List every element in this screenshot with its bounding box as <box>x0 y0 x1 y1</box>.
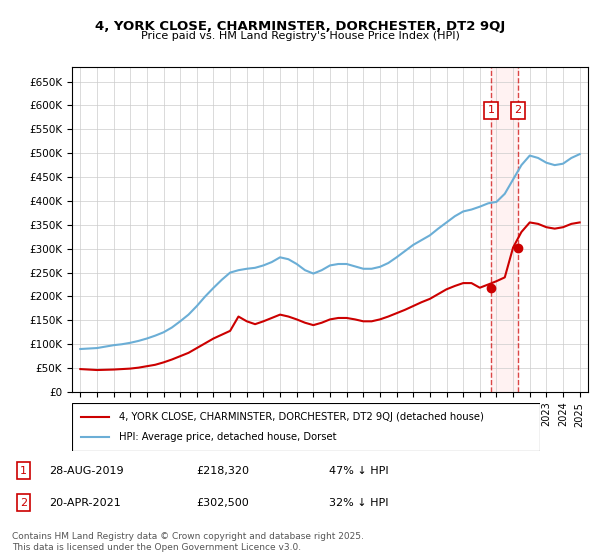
Text: 1: 1 <box>20 465 27 475</box>
Text: 4, YORK CLOSE, CHARMINSTER, DORCHESTER, DT2 9QJ (detached house): 4, YORK CLOSE, CHARMINSTER, DORCHESTER, … <box>119 412 484 422</box>
Text: 2: 2 <box>515 105 521 115</box>
Bar <box>491 67 518 392</box>
Text: 1: 1 <box>487 105 494 115</box>
FancyBboxPatch shape <box>72 403 540 451</box>
Text: 20-APR-2021: 20-APR-2021 <box>49 498 121 508</box>
Text: 28-AUG-2019: 28-AUG-2019 <box>49 465 124 475</box>
Text: £218,320: £218,320 <box>196 465 250 475</box>
Text: 2: 2 <box>20 498 27 508</box>
Text: 47% ↓ HPI: 47% ↓ HPI <box>329 465 388 475</box>
Text: £302,500: £302,500 <box>196 498 249 508</box>
Text: HPI: Average price, detached house, Dorset: HPI: Average price, detached house, Dors… <box>119 432 337 442</box>
Text: Price paid vs. HM Land Registry's House Price Index (HPI): Price paid vs. HM Land Registry's House … <box>140 31 460 41</box>
Text: 4, YORK CLOSE, CHARMINSTER, DORCHESTER, DT2 9QJ: 4, YORK CLOSE, CHARMINSTER, DORCHESTER, … <box>95 20 505 32</box>
Text: 32% ↓ HPI: 32% ↓ HPI <box>329 498 388 508</box>
Text: Contains HM Land Registry data © Crown copyright and database right 2025.
This d: Contains HM Land Registry data © Crown c… <box>12 532 364 552</box>
